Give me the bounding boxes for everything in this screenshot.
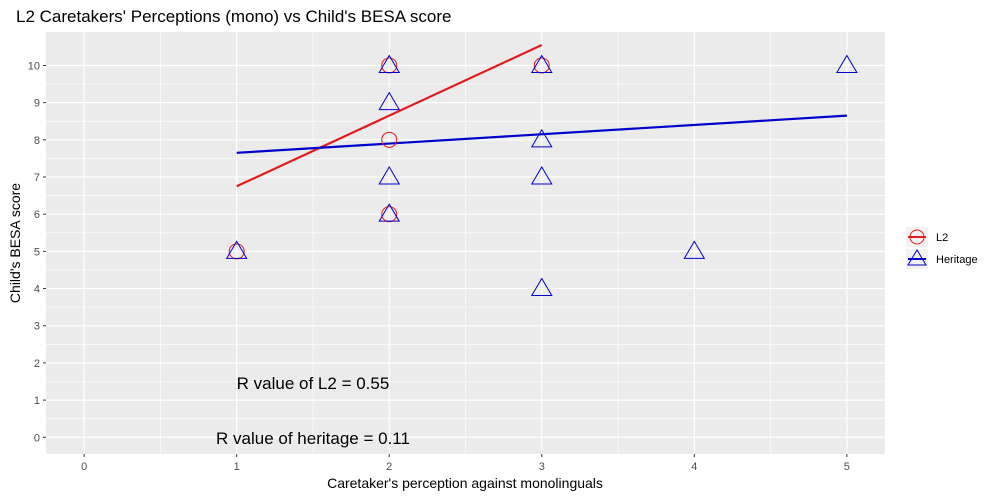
point-heritage bbox=[225, 240, 248, 259]
x-tick-label: 5 bbox=[844, 461, 850, 473]
x-tick-label: 3 bbox=[539, 461, 545, 473]
point-heritage bbox=[378, 91, 401, 111]
major-gridlines bbox=[46, 32, 885, 454]
data-points bbox=[225, 54, 858, 297]
x-tick-label: 0 bbox=[81, 461, 87, 473]
y-tick-label: 6 bbox=[34, 209, 40, 221]
legend-key-l2-marker bbox=[909, 229, 925, 245]
y-tick-label: 10 bbox=[28, 60, 40, 72]
point-heritage bbox=[530, 166, 553, 185]
chart-title: L2 Caretakers' Perceptions (mono) vs Chi… bbox=[16, 7, 451, 26]
y-axis-title: Child's BESA score bbox=[7, 183, 23, 303]
y-tick-label: 9 bbox=[34, 98, 40, 110]
point-heritage bbox=[530, 128, 553, 148]
y-tick-label: 0 bbox=[34, 432, 40, 444]
x-axis-title: Caretaker's perception against monolingu… bbox=[327, 475, 603, 491]
legend-key-heritage-marker bbox=[907, 249, 927, 266]
x-tick-label: 1 bbox=[234, 461, 240, 473]
legend: L2 Heritage bbox=[906, 227, 978, 269]
point-heritage bbox=[378, 54, 401, 73]
legend-label-l2: L2 bbox=[936, 232, 948, 244]
point-heritage bbox=[683, 240, 706, 259]
point-heritage bbox=[530, 277, 553, 297]
point-heritage bbox=[378, 203, 401, 222]
point-heritage bbox=[835, 54, 858, 73]
fit-lines bbox=[236, 44, 847, 188]
y-tick-label: 1 bbox=[34, 395, 40, 407]
point-heritage bbox=[378, 166, 401, 185]
x-axis-ticks: 0 1 2 3 4 5 bbox=[81, 454, 850, 473]
annotation-r-heritage: R value of heritage = 0.11 bbox=[216, 429, 410, 448]
y-tick-label: 5 bbox=[34, 246, 40, 258]
fit-line-l2 bbox=[236, 44, 543, 188]
fit-line-heritage bbox=[236, 114, 847, 154]
legend-label-heritage: Heritage bbox=[936, 254, 978, 266]
point-l2 bbox=[381, 131, 398, 148]
annotation-r-l2: R value of L2 = 0.55 bbox=[237, 374, 390, 393]
y-tick-label: 2 bbox=[34, 358, 40, 370]
point-heritage bbox=[530, 54, 553, 73]
y-axis-ticks: 0 1 2 3 4 5 6 7 8 9 10 bbox=[28, 60, 46, 444]
y-tick-label: 3 bbox=[34, 321, 40, 333]
y-tick-label: 4 bbox=[34, 284, 40, 296]
y-tick-label: 8 bbox=[34, 135, 40, 147]
y-tick-label: 7 bbox=[34, 172, 40, 184]
x-tick-label: 4 bbox=[691, 461, 697, 473]
x-tick-label: 2 bbox=[386, 461, 392, 473]
